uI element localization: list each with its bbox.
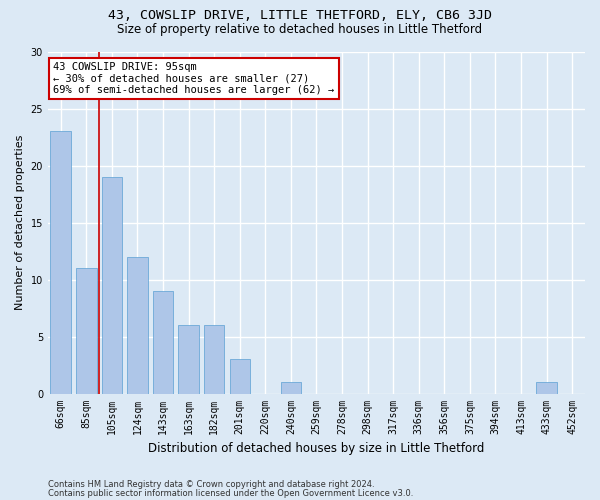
Bar: [127, 256, 148, 394]
Bar: [153, 291, 173, 394]
Text: 43, COWSLIP DRIVE, LITTLE THETFORD, ELY, CB6 3JD: 43, COWSLIP DRIVE, LITTLE THETFORD, ELY,…: [108, 9, 492, 22]
Y-axis label: Number of detached properties: Number of detached properties: [15, 135, 25, 310]
Text: Contains HM Land Registry data © Crown copyright and database right 2024.: Contains HM Land Registry data © Crown c…: [48, 480, 374, 489]
X-axis label: Distribution of detached houses by size in Little Thetford: Distribution of detached houses by size …: [148, 442, 485, 455]
Bar: [281, 382, 301, 394]
Bar: [76, 268, 97, 394]
Bar: [204, 325, 224, 394]
Text: Size of property relative to detached houses in Little Thetford: Size of property relative to detached ho…: [118, 22, 482, 36]
Text: 43 COWSLIP DRIVE: 95sqm
← 30% of detached houses are smaller (27)
69% of semi-de: 43 COWSLIP DRIVE: 95sqm ← 30% of detache…: [53, 62, 335, 95]
Bar: [536, 382, 557, 394]
Bar: [178, 325, 199, 394]
Bar: [50, 132, 71, 394]
Text: Contains public sector information licensed under the Open Government Licence v3: Contains public sector information licen…: [48, 488, 413, 498]
Bar: [101, 177, 122, 394]
Bar: [230, 360, 250, 394]
